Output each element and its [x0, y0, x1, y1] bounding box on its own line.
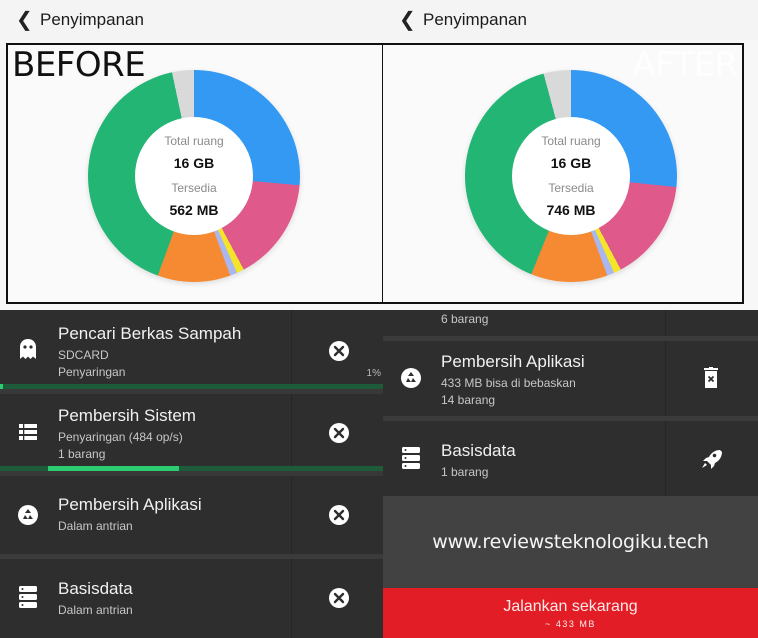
- after-label: AFTER: [632, 45, 738, 85]
- task-name: Basisdata: [441, 441, 516, 460]
- task-row-junk-finder[interactable]: Pencari Berkas Sampah SDCARD Penyaringan…: [0, 310, 383, 384]
- divider: [0, 305, 758, 310]
- close-circle-icon: [329, 505, 349, 525]
- task-row-app-cleaner[interactable]: Pembersih Aplikasi Dalam antrian: [0, 476, 383, 554]
- cancel-button[interactable]: [327, 503, 351, 527]
- task-row-partial[interactable]: 6 barang: [383, 310, 758, 336]
- back-chevron-icon[interactable]: ❮: [399, 9, 416, 31]
- task-row-system-cleaner[interactable]: Pembersih Sistem Penyaringan (484 op/s) …: [0, 394, 383, 466]
- task-location: SDCARD: [58, 348, 109, 362]
- ghost-icon: [16, 337, 40, 361]
- task-count: 1 barang: [58, 447, 106, 461]
- close-circle-icon: [329, 423, 349, 443]
- optimize-button[interactable]: [699, 447, 723, 471]
- task-count: 6 barang: [441, 312, 489, 326]
- close-circle-icon: [329, 341, 349, 361]
- available-space-value: 746 MB: [546, 202, 596, 218]
- storage-donut-chart: Total ruang 16 GB Tersedia 746 MB: [465, 70, 677, 282]
- task-count: 1 barang: [441, 465, 489, 479]
- task-name: Pencari Berkas Sampah: [58, 324, 242, 343]
- cancel-button[interactable]: [327, 339, 351, 363]
- available-space-value: 562 MB: [169, 202, 219, 218]
- total-space-value: 16 GB: [550, 155, 592, 171]
- total-space-label: Total ruang: [164, 134, 224, 148]
- database-icon: [16, 585, 40, 609]
- page-title: Penyimpanan: [423, 10, 527, 29]
- close-circle-icon: [329, 588, 349, 608]
- page-title: Penyimpanan: [40, 10, 144, 29]
- before-task-list: Pencari Berkas Sampah SDCARD Penyaringan…: [0, 310, 383, 638]
- task-status: Dalam antrian: [58, 603, 133, 617]
- app-header: ❮ Penyimpanan: [383, 0, 758, 40]
- run-now-button[interactable]: Jalankan sekarang ~ 433 MB: [383, 588, 758, 638]
- progress-bar: [0, 466, 383, 471]
- watermark-area: www.reviewsteknologiku.tech: [383, 496, 758, 588]
- task-row-database[interactable]: Basisdata Dalam antrian: [0, 559, 383, 638]
- task-row-database[interactable]: Basisdata 1 barang: [383, 421, 758, 496]
- task-name: Pembersih Aplikasi: [58, 495, 202, 514]
- task-freeable-size: 433 MB bisa di bebaskan: [441, 376, 576, 390]
- task-count: 14 barang: [441, 393, 496, 407]
- storage-summary: Total ruang 16 GB Tersedia 562 MB: [135, 117, 253, 235]
- total-space-label: Total ruang: [541, 134, 601, 148]
- rocket-icon: [702, 450, 722, 469]
- before-label: BEFORE: [12, 45, 146, 85]
- cancel-button[interactable]: [327, 586, 351, 610]
- storage-summary: Total ruang 16 GB Tersedia 746 MB: [512, 117, 630, 235]
- cancel-button[interactable]: [327, 421, 351, 445]
- task-row-app-cleaner[interactable]: Pembersih Aplikasi 433 MB bisa di bebask…: [383, 341, 758, 416]
- delete-button[interactable]: [699, 366, 723, 390]
- app-header: ❮ Penyimpanan: [0, 0, 383, 40]
- storage-chart-frame: BEFORE Total ruang 16 GB Tersedia 562 MB: [6, 43, 385, 304]
- progress-percent: 1%: [366, 368, 381, 379]
- run-now-label: Jalankan sekarang: [503, 597, 638, 615]
- task-status: Penyaringan: [58, 365, 126, 379]
- back-chevron-icon[interactable]: ❮: [16, 9, 33, 31]
- available-space-label: Tersedia: [548, 181, 594, 195]
- task-status: Dalam antrian: [58, 519, 133, 533]
- after-storage-screen: ❮ Penyimpanan AFTER Total ruang 16 GB Te…: [382, 0, 758, 305]
- recycle-icon: [399, 366, 423, 390]
- before-storage-screen: ❮ Penyimpanan BEFORE Total ruang 16 GB T…: [0, 0, 385, 305]
- storage-donut-chart: Total ruang 16 GB Tersedia 562 MB: [88, 70, 300, 282]
- storage-chart-frame: AFTER Total ruang 16 GB Tersedia 746 MB: [382, 43, 744, 304]
- run-now-size: ~ 433 MB: [545, 618, 596, 629]
- website-watermark: www.reviewsteknologiku.tech: [432, 531, 709, 553]
- after-task-list: 6 barang Pembersih Aplikasi 433 MB bisa …: [383, 310, 758, 638]
- total-space-value: 16 GB: [173, 155, 215, 171]
- task-name: Pembersih Aplikasi: [441, 352, 585, 371]
- task-name: Basisdata: [58, 579, 133, 598]
- task-status: Penyaringan (484 op/s): [58, 430, 183, 444]
- available-space-label: Tersedia: [171, 181, 217, 195]
- progress-bar: [0, 384, 383, 389]
- list-icon: [16, 420, 40, 444]
- database-icon: [399, 446, 423, 470]
- task-name: Pembersih Sistem: [58, 406, 196, 425]
- recycle-icon: [16, 503, 40, 527]
- trash-icon: [704, 367, 718, 388]
